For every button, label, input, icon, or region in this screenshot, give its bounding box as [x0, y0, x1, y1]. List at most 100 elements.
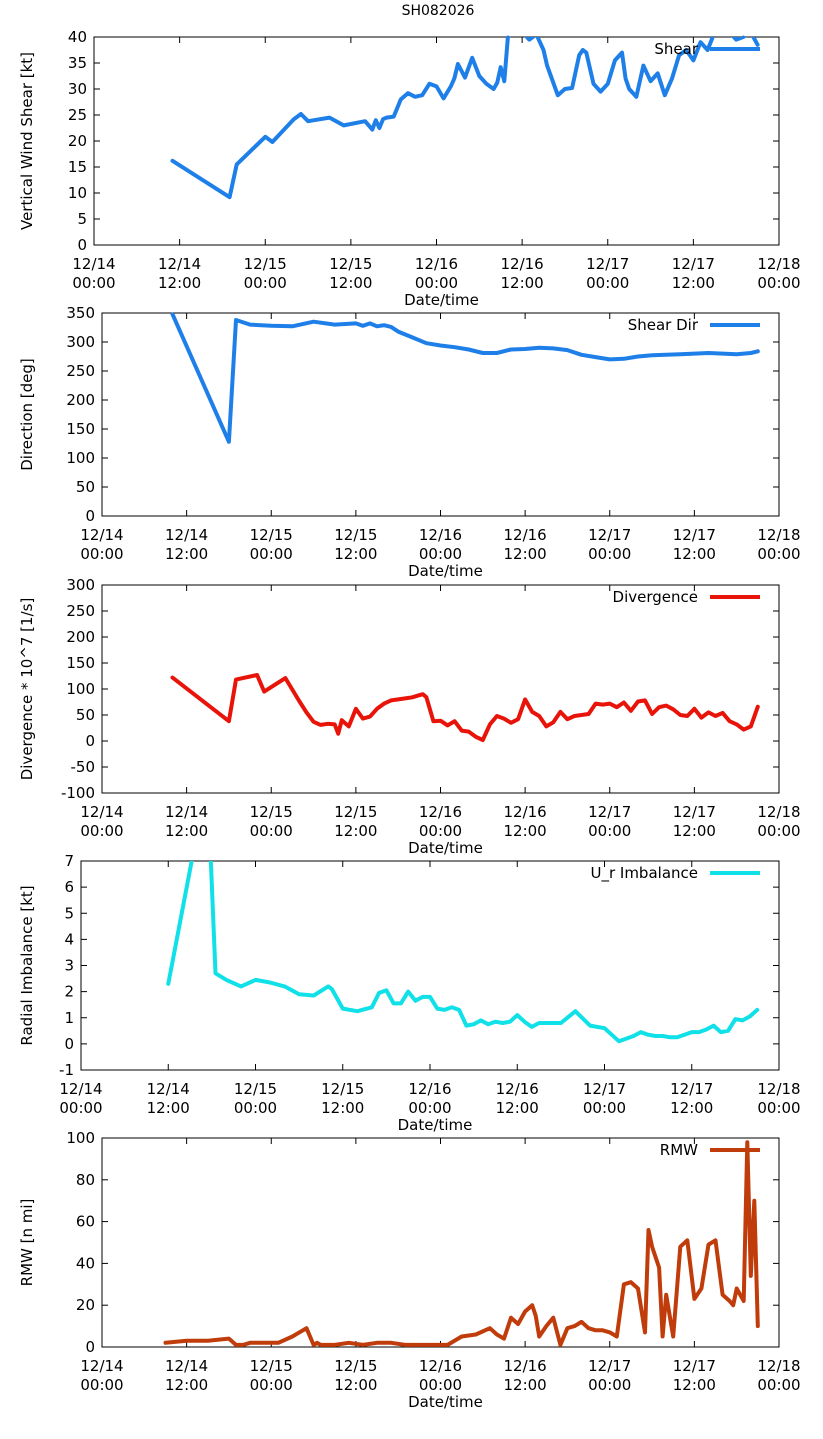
data-point [671, 707, 675, 711]
data-point [699, 716, 703, 720]
data-point [340, 718, 344, 722]
y-tick-label: 100 [66, 680, 95, 698]
x-tick-date-label: 12/14 [80, 526, 123, 544]
data-point [663, 93, 667, 97]
data-point [741, 1018, 745, 1022]
data-point [361, 1343, 365, 1347]
data-point [319, 1343, 323, 1347]
data-point [486, 1022, 490, 1026]
data-point [170, 159, 174, 163]
data-point [515, 1013, 519, 1017]
data-point [254, 978, 257, 982]
data-point [363, 119, 367, 123]
data-point [692, 352, 696, 356]
data-point [570, 86, 574, 90]
x-tick-date-label: 12/14 [59, 1080, 102, 1098]
y-tick-label: 100 [66, 1129, 95, 1147]
y-tick-label: 250 [66, 362, 95, 380]
data-point [650, 353, 654, 357]
data-point [283, 984, 287, 988]
data-point [276, 1341, 280, 1345]
data-point [558, 1343, 562, 1347]
data-point [312, 720, 316, 724]
x-axis-label: Date/time [408, 839, 483, 857]
data-point [622, 701, 626, 705]
data-point [460, 729, 464, 733]
data-point [742, 1299, 746, 1303]
data-point [270, 140, 274, 144]
data-point [269, 324, 273, 328]
data-point [537, 1335, 541, 1339]
data-point [361, 324, 365, 328]
data-point [735, 722, 739, 726]
data-point [572, 714, 576, 718]
x-tick-date-label: 12/15 [329, 255, 372, 273]
data-point [752, 1199, 756, 1203]
x-tick-time-label: 00:00 [408, 1099, 451, 1117]
x-tick-time-label: 00:00 [588, 1376, 631, 1394]
data-point [742, 728, 746, 732]
data-point [516, 1322, 520, 1326]
plot-frame [101, 312, 780, 517]
x-tick-time-label: 12:00 [504, 1376, 547, 1394]
data-point [368, 715, 372, 719]
y-tick-label: -50 [71, 758, 96, 776]
x-tick-date-label: 12/17 [588, 1357, 631, 1375]
y-tick-label: 0 [77, 236, 87, 254]
data-point [292, 117, 296, 121]
x-tick-date-label: 12/14 [165, 1357, 208, 1375]
data-point [516, 717, 520, 721]
data-point [721, 1293, 725, 1297]
data-point [565, 717, 569, 721]
data-point [421, 995, 425, 999]
data-point [333, 323, 337, 327]
data-point [171, 676, 175, 680]
data-point [551, 720, 555, 724]
data-point [347, 724, 351, 728]
legend-label: Divergence [613, 588, 698, 606]
data-point [392, 115, 396, 119]
y-tick-label: 25 [68, 106, 87, 124]
data-point [745, 1140, 749, 1144]
data-point [678, 713, 682, 717]
y-axis-label: Radial Imbalance [kt] [18, 885, 36, 1045]
y-tick-label: 250 [66, 602, 95, 620]
panel-radial-imbalance: -10123456712/1400:0012/1412:0012/1500:00… [18, 852, 801, 1134]
x-axis-label: Date/time [408, 1393, 483, 1411]
y-tick-label: -1 [59, 1061, 74, 1079]
x-tick-time-label: 12:00 [673, 1376, 716, 1394]
data-point [678, 352, 682, 356]
data-point [481, 351, 485, 355]
x-tick-date-label: 12/14 [165, 803, 208, 821]
data-point [608, 1330, 612, 1334]
data-point [641, 64, 645, 68]
data-point [315, 1341, 319, 1345]
data-point [643, 1330, 647, 1334]
data-point [756, 43, 760, 47]
x-tick-date-label: 12/14 [147, 1080, 190, 1098]
data-point [691, 58, 695, 62]
data-point [453, 345, 457, 349]
x-axis-label: Date/time [398, 1116, 473, 1134]
x-tick-date-label: 12/15 [244, 255, 287, 273]
data-point [545, 64, 549, 68]
y-tick-label: 3 [64, 957, 74, 975]
data-point [427, 82, 431, 86]
x-tick-date-label: 12/17 [672, 255, 715, 273]
data-point [551, 1316, 555, 1320]
data-point [382, 323, 386, 327]
data-point [336, 732, 340, 736]
x-axis-label: Date/time [408, 562, 483, 580]
data-point [326, 722, 330, 726]
data-point [509, 721, 513, 725]
data-point [731, 1303, 735, 1307]
data-point [646, 1033, 650, 1037]
y-tick-label: 60 [76, 1213, 95, 1231]
x-tick-time-label: 00:00 [586, 274, 629, 292]
data-point [643, 698, 647, 702]
data-point [495, 714, 499, 718]
data-point [234, 318, 238, 322]
data-point [382, 702, 386, 706]
data-point [594, 702, 598, 706]
data-point [443, 1008, 447, 1012]
